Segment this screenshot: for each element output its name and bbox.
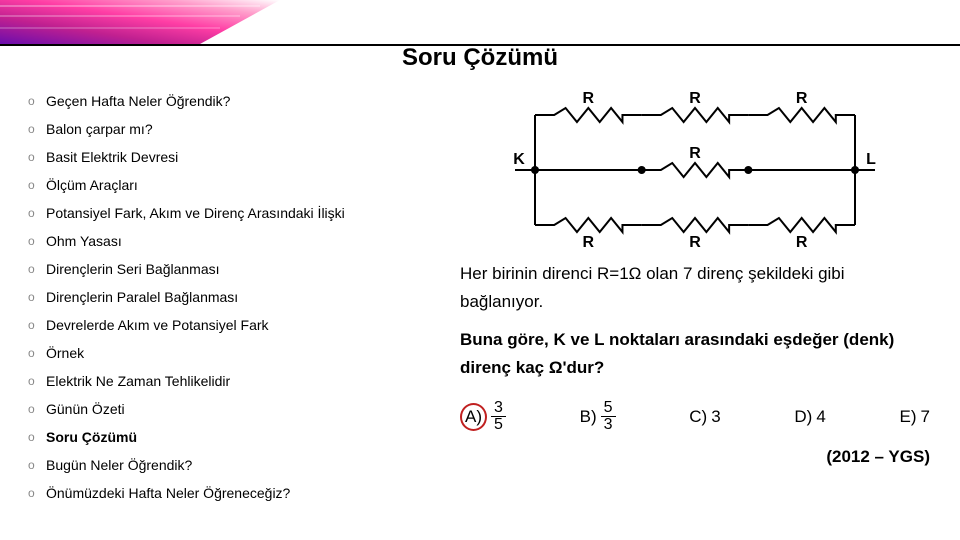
svg-text:R: R [689, 234, 701, 250]
bullet-icon: o [28, 174, 46, 196]
svg-text:R: R [796, 234, 808, 250]
options-row: A) 3 5 B) 5 3 C) 3 D) 4 E) 7 [460, 400, 930, 433]
outline-item-label: Devrelerde Akım ve Potansiyel Fark [46, 314, 368, 336]
outline-item: oDirençlerin Paralel Bağlanması [28, 286, 368, 308]
bullet-icon: o [28, 286, 46, 308]
outline-item-label: Dirençlerin Seri Bağlanması [46, 258, 368, 280]
top-border [0, 0, 960, 46]
svg-text:L: L [866, 151, 876, 168]
outline-item: oBugün Neler Öğrendik? [28, 454, 368, 476]
outline-item: oSoru Çözümü [28, 426, 368, 448]
bullet-icon: o [28, 370, 46, 392]
option-b-fraction: 5 3 [601, 400, 616, 433]
bullet-icon: o [28, 342, 46, 364]
outline-item: oÖlçüm Araçları [28, 174, 368, 196]
svg-text:R: R [689, 90, 701, 107]
outline-item-label: Potansiyel Fark, Akım ve Direnç Arasında… [46, 202, 368, 224]
outline-item-label: Bugün Neler Öğrendik? [46, 454, 368, 476]
outline-item-label: Dirençlerin Paralel Bağlanması [46, 286, 368, 308]
outline-item: oDevrelerde Akım ve Potansiyel Fark [28, 314, 368, 336]
svg-text:R: R [583, 234, 595, 250]
outline-item: oBalon çarpar mı? [28, 118, 368, 140]
outline-item: oOhm Yasası [28, 230, 368, 252]
question-panel: K L R R R R R R R Her birinin direnci R=1Ω olan … [460, 80, 930, 467]
outline-item-label: Balon çarpar mı? [46, 118, 368, 140]
outline-item-label: Soru Çözümü [46, 426, 368, 448]
outline-item-label: Örnek [46, 342, 368, 364]
circuit-diagram: K L R R R R R R R [505, 80, 885, 250]
bullet-icon: o [28, 426, 46, 448]
svg-text:R: R [689, 145, 701, 162]
bullet-icon: o [28, 314, 46, 336]
outline-item-label: Geçen Hafta Neler Öğrendik? [46, 90, 368, 112]
option-b: B) 5 3 [580, 400, 616, 433]
option-e: E) 7 [900, 407, 930, 427]
outline-item: oElektrik Ne Zaman Tehlikelidir [28, 370, 368, 392]
bullet-icon: o [28, 118, 46, 140]
outline-item-label: Günün Özeti [46, 398, 368, 420]
outline-item-label: Elektrik Ne Zaman Tehlikelidir [46, 370, 368, 392]
svg-text:K: K [513, 151, 525, 168]
outline-item: oGünün Özeti [28, 398, 368, 420]
bullet-icon: o [28, 202, 46, 224]
question-source: (2012 – YGS) [460, 447, 930, 467]
outline-item: oÖnümüzdeki Hafta Neler Öğreneceğiz? [28, 482, 368, 504]
svg-text:R: R [583, 90, 595, 107]
outline-item: oDirençlerin Seri Bağlanması [28, 258, 368, 280]
outline-item-label: Basit Elektrik Devresi [46, 146, 368, 168]
bullet-icon: o [28, 146, 46, 168]
bullet-icon: o [28, 454, 46, 476]
outline-list: oGeçen Hafta Neler Öğrendik?oBalon çarpa… [28, 90, 368, 510]
page-title: Soru Çözümü [0, 44, 960, 72]
option-a: A) 3 5 [460, 400, 506, 433]
question-text-2: Buna göre, K ve L noktaları arasındaki e… [460, 326, 930, 382]
option-a-fraction: 3 5 [491, 400, 506, 433]
question-text-1: Her birinin direnci R=1Ω olan 7 direnç ş… [460, 260, 930, 316]
bullet-icon: o [28, 230, 46, 252]
option-b-label: B) [580, 407, 597, 427]
option-d: D) 4 [794, 407, 825, 427]
bullet-icon: o [28, 90, 46, 112]
outline-item-label: Ohm Yasası [46, 230, 368, 252]
outline-item-label: Önümüzdeki Hafta Neler Öğreneceğiz? [46, 482, 368, 504]
outline-item: oPotansiyel Fark, Akım ve Direnç Arasınd… [28, 202, 368, 224]
outline-item-label: Ölçüm Araçları [46, 174, 368, 196]
svg-text:R: R [796, 90, 808, 107]
bullet-icon: o [28, 398, 46, 420]
option-c: C) 3 [689, 407, 720, 427]
option-a-label: A) [460, 403, 487, 431]
outline-item: oBasit Elektrik Devresi [28, 146, 368, 168]
bullet-icon: o [28, 258, 46, 280]
bullet-icon: o [28, 482, 46, 504]
outline-item: oÖrnek [28, 342, 368, 364]
outline-item: oGeçen Hafta Neler Öğrendik? [28, 90, 368, 112]
gradient-accent [0, 0, 280, 44]
